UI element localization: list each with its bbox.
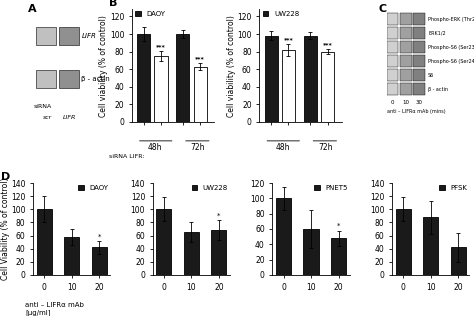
- Text: LIFR: LIFR: [82, 33, 96, 40]
- Text: Phospho-ERK (Thr202/Tyr204): Phospho-ERK (Thr202/Tyr204): [428, 16, 474, 21]
- Text: Phospho-S6 (Ser235/Ser236): Phospho-S6 (Ser235/Ser236): [428, 45, 474, 50]
- Bar: [387, 83, 399, 95]
- Bar: [400, 27, 411, 39]
- Text: *: *: [217, 213, 220, 219]
- Bar: [155, 56, 168, 122]
- Text: anti – LIFRα mAb (mins): anti – LIFRα mAb (mins): [387, 109, 446, 114]
- Bar: [303, 229, 319, 275]
- Bar: [400, 69, 411, 81]
- Text: 72h: 72h: [318, 143, 333, 152]
- Bar: [387, 69, 399, 81]
- Text: D: D: [1, 172, 10, 182]
- Text: anti – LIFRα mAb
[μg/ml]: anti – LIFRα mAb [μg/ml]: [26, 302, 84, 316]
- Text: 30: 30: [416, 100, 422, 105]
- Bar: [92, 247, 107, 275]
- Bar: [321, 52, 334, 122]
- Y-axis label: Cell viability (% of control): Cell viability (% of control): [227, 15, 236, 117]
- Bar: [413, 13, 425, 25]
- Bar: [211, 230, 227, 275]
- Legend: UW228: UW228: [191, 185, 228, 191]
- Bar: [413, 69, 425, 81]
- Text: *: *: [98, 234, 101, 240]
- Text: ***: ***: [156, 44, 166, 49]
- Bar: [387, 41, 399, 53]
- Y-axis label: Cell Viability (% of control): Cell Viability (% of control): [0, 178, 9, 280]
- Bar: [36, 27, 56, 46]
- Text: 48h: 48h: [275, 143, 290, 152]
- Text: B: B: [109, 0, 117, 8]
- Bar: [423, 217, 438, 275]
- Text: β - actin: β - actin: [428, 87, 448, 92]
- Bar: [59, 70, 79, 88]
- Text: S6: S6: [428, 73, 434, 78]
- Bar: [304, 36, 317, 122]
- Legend: DAOY: DAOY: [135, 11, 165, 17]
- Bar: [184, 232, 199, 275]
- Bar: [413, 41, 425, 53]
- Bar: [400, 83, 411, 95]
- Text: 48h: 48h: [148, 143, 162, 152]
- Text: ***: ***: [283, 37, 293, 42]
- Legend: PNET5: PNET5: [314, 185, 348, 191]
- Bar: [137, 34, 150, 122]
- Text: LIFR: LIFR: [63, 115, 76, 120]
- Bar: [276, 198, 291, 275]
- Bar: [387, 55, 399, 67]
- Bar: [59, 27, 79, 46]
- Bar: [400, 13, 411, 25]
- Text: Phospho-S6 (Ser240/Ser244): Phospho-S6 (Ser240/Ser244): [428, 59, 474, 64]
- Bar: [400, 55, 411, 67]
- Text: β - actin: β - actin: [82, 76, 110, 82]
- Bar: [36, 209, 52, 275]
- Bar: [387, 13, 399, 25]
- Bar: [396, 209, 410, 275]
- Text: 10: 10: [402, 100, 410, 105]
- Text: scr: scr: [43, 115, 52, 120]
- Legend: DAOY: DAOY: [78, 185, 109, 191]
- Text: ***: ***: [323, 42, 333, 47]
- Text: C: C: [379, 4, 387, 14]
- Text: A: A: [28, 4, 36, 14]
- Bar: [156, 209, 172, 275]
- Text: ***: ***: [195, 56, 205, 61]
- Y-axis label: Cell viability (% of control): Cell viability (% of control): [100, 15, 109, 117]
- Text: *: *: [337, 223, 340, 229]
- Text: 72h: 72h: [191, 143, 205, 152]
- Bar: [64, 237, 79, 275]
- Bar: [264, 36, 278, 122]
- Bar: [451, 247, 466, 275]
- Bar: [400, 41, 411, 53]
- Bar: [193, 66, 207, 122]
- Bar: [413, 83, 425, 95]
- Legend: UW228: UW228: [263, 11, 299, 17]
- Text: siRNA: siRNA: [33, 104, 52, 109]
- Bar: [331, 238, 346, 275]
- Bar: [176, 34, 190, 122]
- Text: 0: 0: [391, 100, 394, 105]
- Legend: PFSK: PFSK: [439, 185, 467, 191]
- Bar: [387, 27, 399, 39]
- Bar: [36, 70, 56, 88]
- Text: ERK1/2: ERK1/2: [428, 31, 446, 36]
- Bar: [413, 27, 425, 39]
- Bar: [282, 50, 295, 122]
- Bar: [413, 55, 425, 67]
- Text: siRNA LIFR:: siRNA LIFR:: [109, 154, 144, 159]
